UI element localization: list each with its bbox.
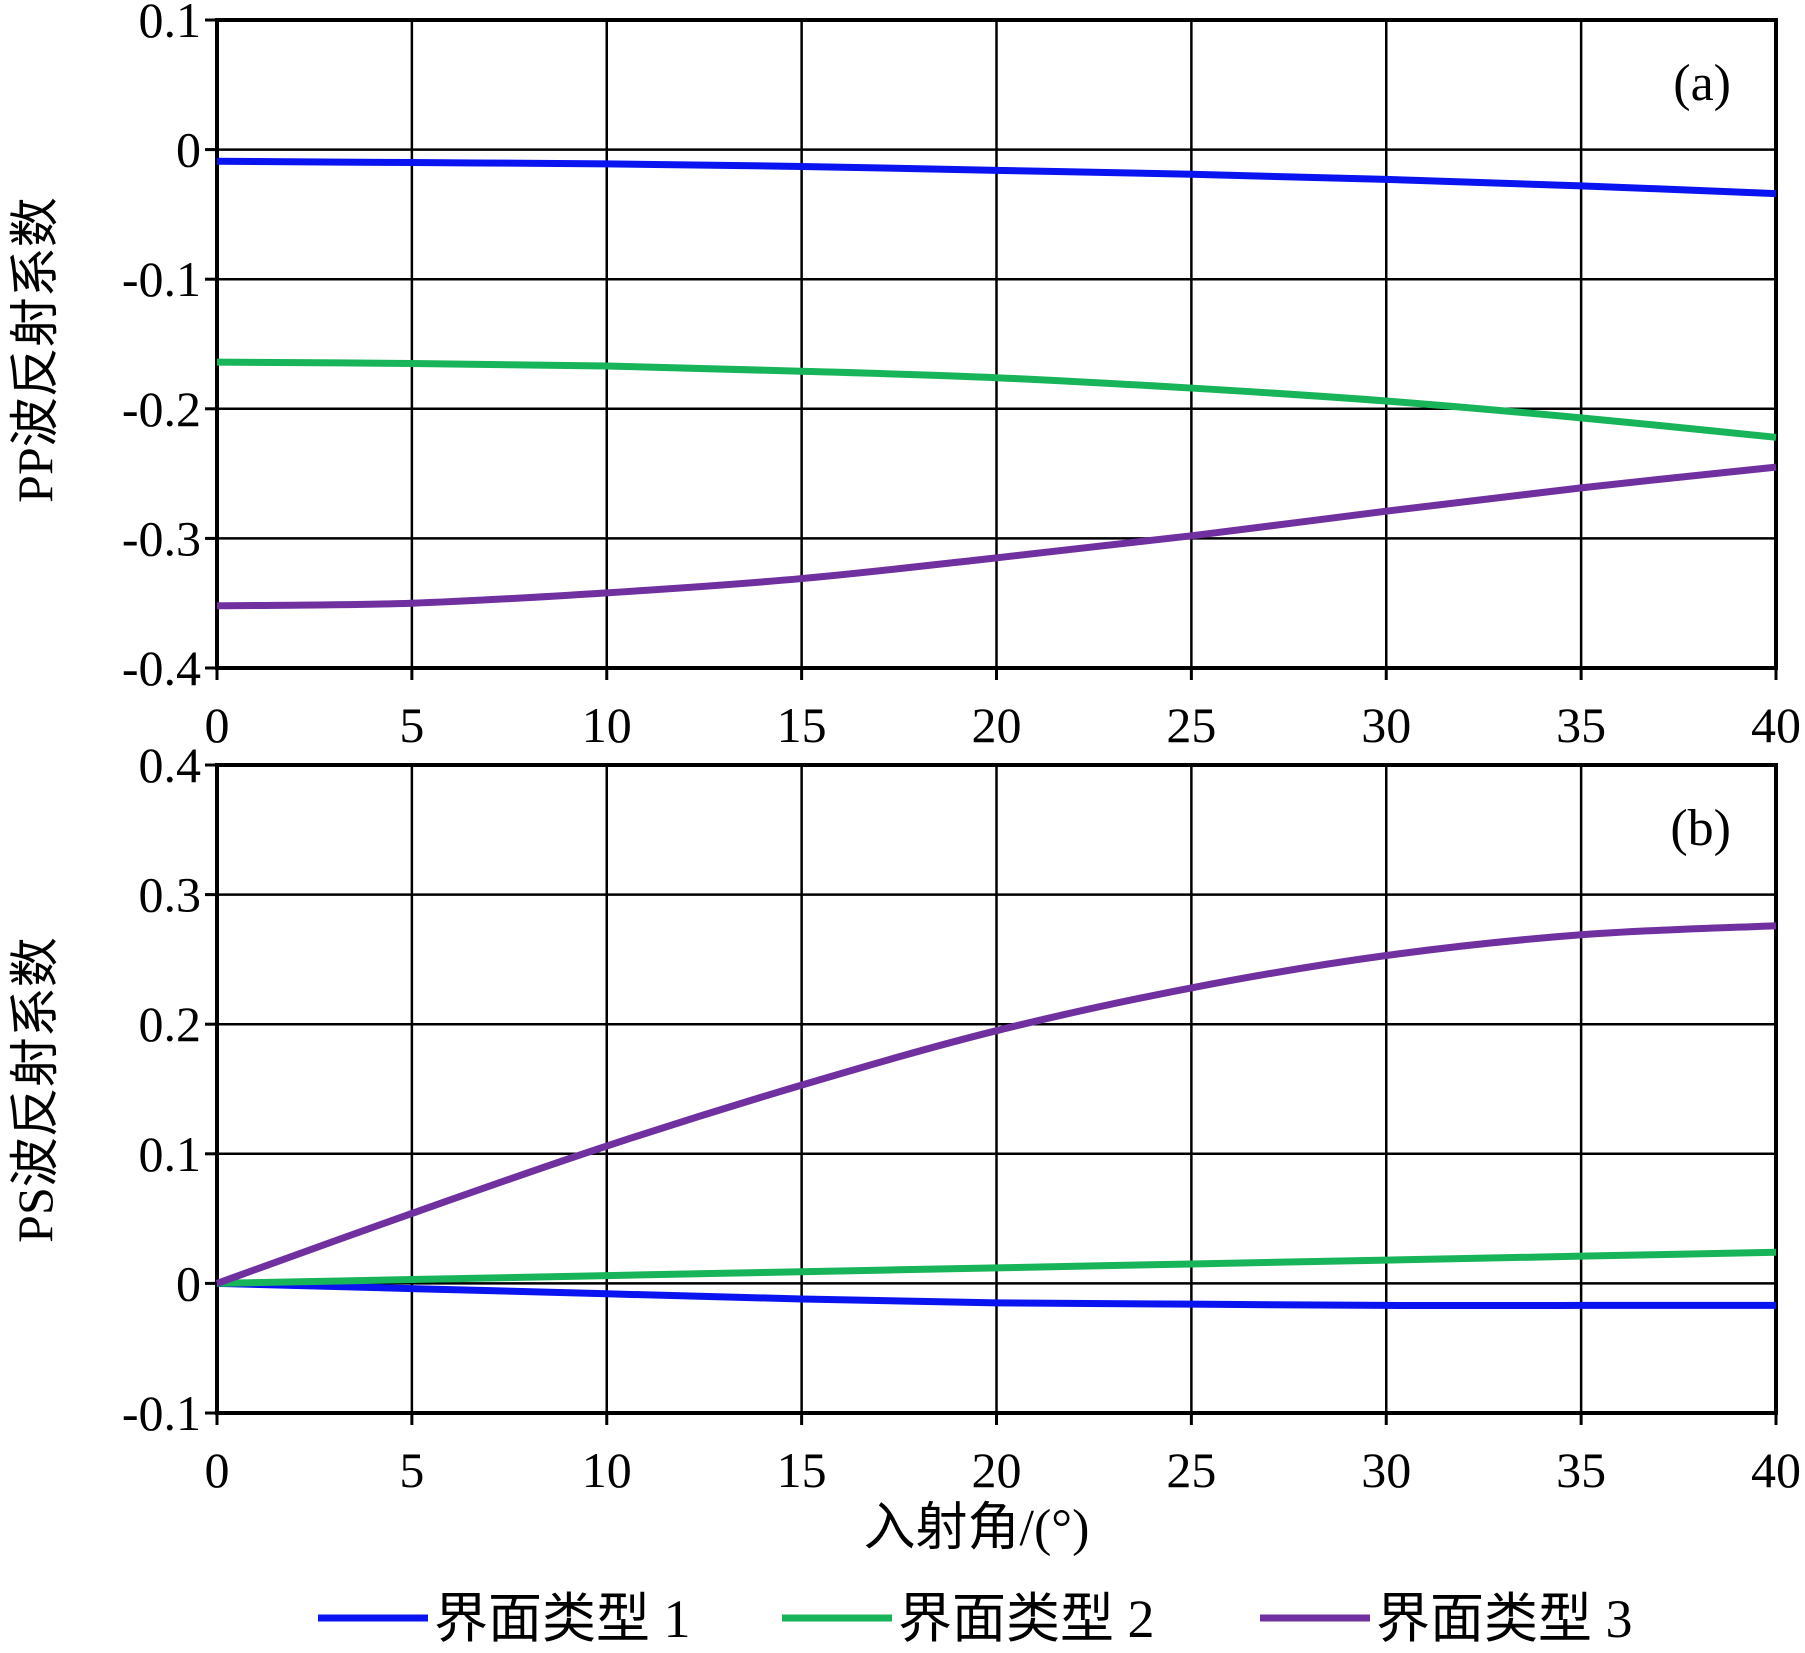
y-tick-label: -0.1 xyxy=(122,251,201,307)
y-tick-label: 0 xyxy=(176,1255,201,1311)
legend-label: 界面类型 2 xyxy=(898,1589,1155,1649)
x-tick-label: 15 xyxy=(777,697,827,753)
x-tick-label: 25 xyxy=(1166,697,1216,753)
panel-label-a: (a) xyxy=(1673,55,1731,112)
series-line-b-1 xyxy=(216,1279,1776,1310)
legend-item-2: 界面类型 2 xyxy=(782,1589,1155,1649)
x-tick-label: 20 xyxy=(972,1442,1022,1498)
y-tick-label: 0 xyxy=(176,122,201,178)
y-tick-label: 0.2 xyxy=(139,996,202,1052)
x-tick-label: 15 xyxy=(777,1442,827,1498)
y-tick-label: -0.3 xyxy=(122,510,201,566)
x-tick-label: 30 xyxy=(1361,1442,1411,1498)
legend-label: 界面类型 3 xyxy=(1376,1589,1633,1649)
x-tick-label: 20 xyxy=(972,697,1022,753)
y-tick-label: -0.2 xyxy=(122,381,201,437)
series-line-a-1 xyxy=(216,157,1777,198)
grid-b xyxy=(205,763,1778,1415)
y-tick-label: 0.3 xyxy=(139,867,202,923)
x-tick-label: 35 xyxy=(1556,1442,1606,1498)
x-tick-label: 40 xyxy=(1751,1442,1801,1498)
x-tick-label: 10 xyxy=(582,697,632,753)
x-tick-label: 35 xyxy=(1556,697,1606,753)
y-tick-label: 0.1 xyxy=(139,0,202,48)
legend-item-3: 界面类型 3 xyxy=(1260,1589,1633,1649)
series-line-a-3 xyxy=(216,463,1777,610)
x-tick-label: 5 xyxy=(399,697,424,753)
panel-a-pp-chart: 0.10-0.1-0.2-0.3-0.40 5 10 15 20 25 30 35 40PP波反… xyxy=(7,0,1801,753)
series-line-a-2 xyxy=(216,358,1777,441)
x-tick-label: 10 xyxy=(582,1442,632,1498)
x-tick-label: 5 xyxy=(399,1442,424,1498)
y-tick-label: 0.4 xyxy=(139,737,202,793)
x-tick-label: 30 xyxy=(1361,697,1411,753)
x-tick-label: 40 xyxy=(1751,697,1801,753)
y-tick-label: -0.4 xyxy=(122,640,201,696)
series-line-b-3 xyxy=(215,922,1777,1287)
series-group-a xyxy=(216,157,1777,610)
x-tick-label: 0 xyxy=(205,697,230,753)
y-tick-label: 0.1 xyxy=(139,1126,202,1182)
x-axis-label: 入射角/(°) xyxy=(864,1500,1090,1557)
x-tick-label: 0 xyxy=(205,1442,230,1498)
panel-label-b: (b) xyxy=(1670,800,1731,857)
y-tick-label: -0.1 xyxy=(122,1385,201,1441)
x-tick-label: 25 xyxy=(1166,1442,1216,1498)
series-line-b-2 xyxy=(216,1248,1777,1287)
legend: 界面类型 1 界面类型 2 界面类型 3 xyxy=(318,1589,1633,1649)
grid-a xyxy=(205,18,1778,670)
panel-b-ps-chart: 0.40.30.20.10-0.10 5 10 15 20 25 30 35 40PS波反射系数… xyxy=(7,737,1801,1557)
legend-item-1: 界面类型 1 xyxy=(318,1589,691,1649)
y-axis-label-b: PS波反射系数 xyxy=(7,937,63,1243)
y-axis-label-a: PP波反射系数 xyxy=(7,197,63,503)
legend-label: 界面类型 1 xyxy=(434,1589,691,1649)
series-group-b xyxy=(215,922,1777,1310)
